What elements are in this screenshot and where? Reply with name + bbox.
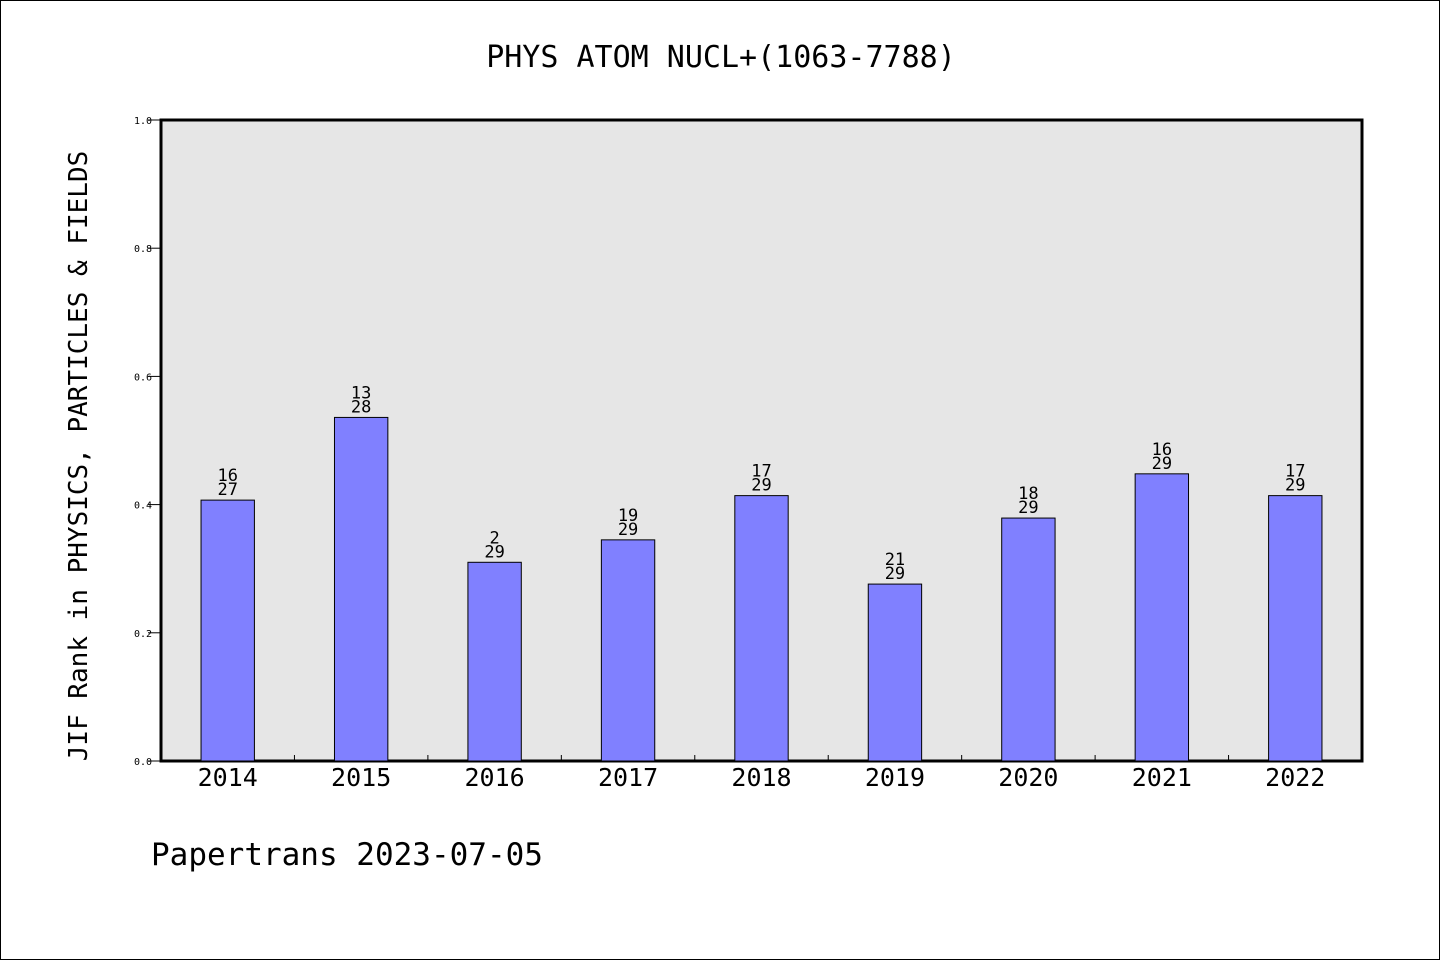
y-tick-label: 0.4	[134, 501, 152, 512]
rank-label-2014: 16	[217, 466, 237, 486]
total-label-2015: 28	[351, 397, 371, 417]
x-tick-label: 2021	[1132, 763, 1192, 792]
bar-2019	[867, 583, 923, 762]
bar-2020	[1001, 517, 1056, 762]
bar-2015	[333, 416, 389, 762]
x-tick-label: 2017	[598, 763, 658, 792]
rank-label-2021: 16	[1152, 440, 1172, 460]
bar-2021	[1134, 473, 1190, 762]
x-axis-ticks: 2014 2015 2016 2017 2018 2019 2020 2021 2022	[198, 755, 1325, 792]
total-label-2014: 27	[217, 480, 237, 500]
total-label-2018: 29	[751, 476, 771, 496]
x-tick-label: 2015	[331, 763, 391, 792]
chart-title: PHYS ATOM NUCL+(1063-7788)	[486, 40, 956, 75]
bar-2017	[600, 539, 656, 762]
rank-label-2019: 21	[885, 550, 905, 570]
y-tick-label: 0.2	[134, 629, 152, 640]
total-label-2017: 29	[618, 520, 638, 540]
rank-label-2018: 17	[751, 462, 771, 482]
x-tick-label: 2018	[731, 763, 791, 792]
rank-label-2016: 2	[489, 528, 499, 548]
rank-label-2020: 18	[1018, 484, 1038, 504]
x-tick-label: 2014	[198, 763, 258, 792]
bar-2016	[467, 561, 522, 762]
y-tick-label: 0.0	[134, 757, 152, 768]
total-label-2020: 29	[1018, 498, 1038, 518]
total-label-2019: 29	[885, 564, 905, 584]
total-label-2016: 29	[484, 542, 504, 562]
bars-group	[200, 416, 1323, 762]
bar-2022	[1268, 495, 1323, 762]
x-tick-label: 2020	[998, 763, 1058, 792]
y-tick-label: 0.8	[134, 244, 152, 255]
rank-label-2017: 19	[618, 506, 638, 526]
bar-2014	[200, 499, 255, 762]
x-tick-label: 2019	[865, 763, 925, 792]
x-tick-label: 2016	[465, 763, 525, 792]
bar-2018	[734, 495, 789, 762]
x-tick-label: 2022	[1265, 763, 1325, 792]
total-label-2021: 29	[1152, 454, 1172, 474]
y-tick-label: 0.6	[134, 372, 152, 383]
y-tick-label: 1.0	[134, 116, 152, 127]
y-axis-label: JIF Rank in PHYSICS, PARTICLES & FIELDS	[64, 151, 94, 761]
y-axis-ticks: 0.0 0.2 0.4 0.6 0.8 1.0	[134, 116, 161, 768]
rank-label-2022: 17	[1285, 462, 1305, 482]
total-label-2022: 29	[1285, 476, 1305, 496]
footer-credit: Papertrans 2023-07-05	[151, 837, 543, 873]
rank-label-2015: 13	[351, 383, 371, 403]
